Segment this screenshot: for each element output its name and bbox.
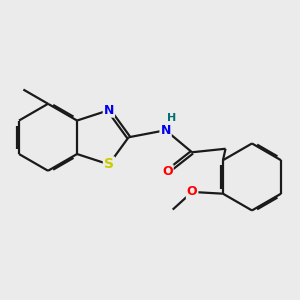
Text: O: O: [162, 165, 173, 178]
Text: N: N: [104, 104, 114, 117]
Text: O: O: [187, 185, 197, 198]
Text: H: H: [167, 113, 176, 123]
Text: S: S: [104, 158, 114, 171]
Text: N: N: [160, 124, 171, 137]
